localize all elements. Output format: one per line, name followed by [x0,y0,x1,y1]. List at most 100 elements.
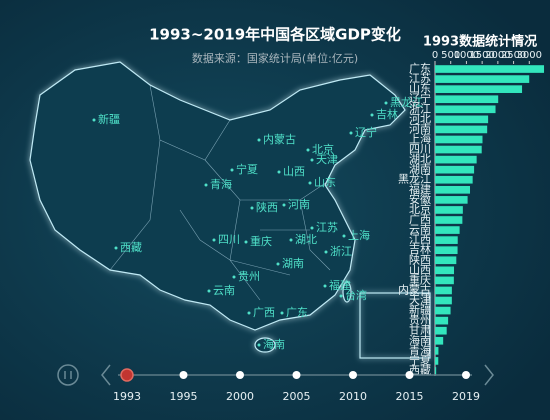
bar [435,145,482,154]
timeline-dot[interactable] [349,371,357,379]
bar [435,206,463,214]
timeline-dot[interactable] [292,371,301,379]
y-tick-label: 天津 [409,294,431,307]
y-tick-label: 辽宁 [409,91,431,105]
province-label: 湖南 [282,257,304,270]
x-tick-label: 1500 [469,50,494,61]
bar [435,75,530,83]
province-label: 福建 [329,278,351,292]
province-dot [276,262,280,266]
bar [435,175,473,184]
province-label: 上海 [348,228,370,242]
bar [435,125,488,134]
province-dot [306,148,310,152]
timeline-label: 1995 [170,390,198,403]
province-dot [280,311,284,315]
next-button[interactable] [484,364,494,386]
province-label: 山东 [314,176,336,189]
bar [435,336,444,345]
timeline-label: 2019 [452,390,480,403]
province-dot [204,183,208,187]
bar [435,276,454,285]
province-label: 湖北 [295,233,317,246]
x-tick-label: 0 [432,50,438,61]
x-tick-label: 500 [441,50,460,61]
province-dot [323,284,327,288]
subtitle: 数据来源：国家统计局(单位:亿元) [192,51,358,65]
y-tick-label: 海南 [409,333,431,347]
province-dot [212,238,216,242]
province-label: 海南 [263,337,285,351]
y-tick-label: 北京 [409,202,431,216]
y-tick-label: 贵州 [409,314,431,327]
timeline-label: 2010 [339,390,367,403]
y-tick-label: 山西 [409,263,431,276]
y-tick-label: 江苏 [409,72,431,85]
province-label: 天津 [316,153,338,166]
province-label: 新疆 [98,112,120,126]
province-label: 贵州 [238,270,260,283]
pause-icon [64,371,72,379]
timeline-dot[interactable] [462,371,470,379]
bar [435,185,471,194]
y-tick-label: 安徽 [409,192,431,206]
province-dot [257,343,261,347]
bar [435,155,477,164]
y-tick-label: 西藏 [409,364,431,377]
timeline-current[interactable] [120,368,134,382]
bar [435,95,499,104]
timeline-dot[interactable] [236,371,244,379]
timeline-label: 2005 [283,390,311,403]
province-dot [310,226,314,230]
bar [435,216,463,224]
y-tick-label: 广东 [409,62,431,75]
province-borders [109,139,331,301]
prev-button[interactable] [101,364,111,386]
province-label: 陕西 [256,200,278,214]
province-dot [247,311,251,315]
bar [435,236,458,244]
province-dot [207,289,211,293]
bar [435,266,455,275]
timeline-dot[interactable] [405,371,414,379]
x-tick-label: 2000 [485,50,510,61]
province-dot [230,168,234,172]
bar [435,316,449,325]
y-tick-label: 陕西 [409,252,431,266]
x-tick-label: 1000 [454,50,479,61]
province-label: 台湾 [345,288,367,302]
province-dot [282,203,286,207]
play-button[interactable] [57,364,79,386]
timeline-label: 2015 [396,390,424,403]
bar [435,226,460,234]
province-dot [232,275,236,279]
province-label: 内蒙古 [263,132,296,146]
south-sea-inset [359,292,431,359]
y-tick-label: 重庆 [409,272,431,286]
bar [435,135,483,144]
y-tick-label: 上海 [409,131,431,145]
province-dot [244,240,248,244]
bar [435,85,523,93]
province-dot [349,131,353,135]
bar [435,115,489,124]
province-dot [92,118,96,122]
province-dot [257,138,261,142]
province-borders [149,84,231,161]
y-tick-label: 青海 [409,343,431,357]
bar [435,246,458,255]
y-tick-label: 山东 [409,82,431,95]
province-label: 北京 [312,142,334,156]
province-label: 重庆 [250,234,272,248]
map [29,61,431,359]
y-tick-label: 湖北 [409,153,431,166]
province-label: 浙江 [330,245,352,258]
bar [435,347,439,355]
y-tick-label: 河南 [409,122,431,135]
taiwan [342,281,352,303]
province-label: 江苏 [316,221,338,234]
x-tick-label: 3000 [517,50,542,61]
timeline-dot[interactable] [179,371,188,379]
